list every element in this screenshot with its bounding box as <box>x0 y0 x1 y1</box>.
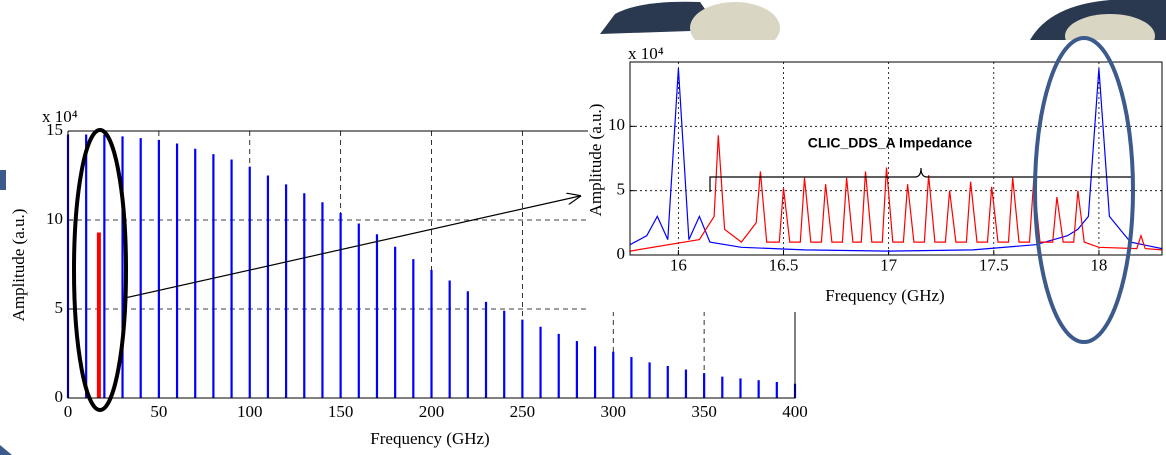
x-tick-label: 200 <box>419 402 445 421</box>
series-line <box>630 68 1162 252</box>
exponent-label: x 10⁴ <box>628 44 664 63</box>
x-tick-label: 400 <box>782 402 808 421</box>
y-axis-label: Amplitude (a.u.) <box>9 209 28 322</box>
highlight-ellipse <box>1033 36 1135 344</box>
exponent-label: x 10⁴ <box>42 107 78 126</box>
x-tick-label: 16.5 <box>769 256 799 275</box>
x-tick-label: 16 <box>670 256 687 275</box>
y-tick-label: 0 <box>617 244 626 263</box>
highlight-ellipse <box>72 128 128 412</box>
y-tick-label: 15 <box>46 120 63 139</box>
series-group <box>66 134 797 398</box>
series-group <box>630 68 1162 252</box>
arrow <box>124 196 580 299</box>
x-tick-label: 350 <box>691 402 717 421</box>
inset-background <box>588 40 1166 312</box>
x-tick-label: 150 <box>328 402 354 421</box>
main-chart: 0 50 100 150 200 250 300 350 400051015Frequency … <box>9 91 808 448</box>
annotations <box>72 36 1135 412</box>
y-axis-label: Amplitude (a.u.) <box>586 104 605 217</box>
y-tick-label: 10 <box>46 209 63 228</box>
series-line <box>630 135 1162 252</box>
y-tick-label: 10 <box>608 115 625 134</box>
x-axis-label: Frequency (GHz) <box>825 286 944 305</box>
x-tick-label: 18 <box>1090 256 1107 275</box>
brace <box>709 167 1134 192</box>
y-tick-label: 0 <box>55 387 64 406</box>
x-axis-label: Frequency (GHz) <box>370 429 489 448</box>
x-tick-label: 17.5 <box>979 256 1009 275</box>
y-tick-label: 5 <box>55 298 64 317</box>
x-tick-label: 50 <box>150 402 167 421</box>
x-tick-label: 250 <box>510 402 536 421</box>
x-tick-label: 300 <box>601 402 627 421</box>
inset-chart: 16 16.5 17 17.5 18 0 5 10 Frequency (GHz) Amplitu… <box>586 44 1163 305</box>
x-tick-label: 0 <box>64 402 73 421</box>
y-tick-label: 5 <box>617 180 626 199</box>
x-tick-label: 100 <box>237 402 263 421</box>
annotation: CLIC_DDS_A Impedance <box>808 135 973 151</box>
x-tick-label: 17 <box>880 256 898 275</box>
axes-box <box>629 61 1163 256</box>
